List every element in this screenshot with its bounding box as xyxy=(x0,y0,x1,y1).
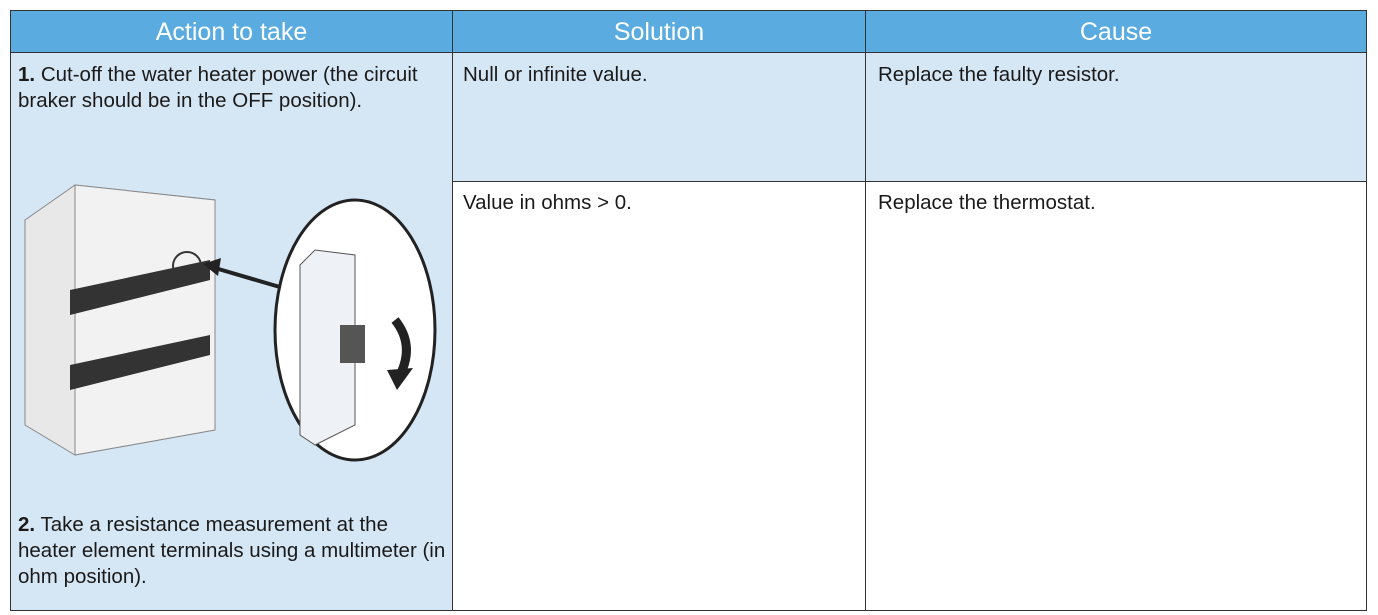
step-text: Take a resistance measurement at the hea… xyxy=(18,513,446,588)
header-cell: Solution xyxy=(452,10,866,53)
arrow-head xyxy=(203,258,221,276)
header-cell: Action to take xyxy=(10,10,453,53)
step-number: 1. xyxy=(18,63,36,86)
highlight xyxy=(172,251,202,281)
solution-cell xyxy=(452,181,866,611)
switch-body xyxy=(299,249,356,446)
panel-front xyxy=(74,184,216,456)
breaker-row xyxy=(70,335,210,390)
solution-text: Null or infinite value. xyxy=(463,63,648,86)
header-cell: Cause xyxy=(865,10,1367,53)
step-text: Cut-off the water heater power (the circ… xyxy=(18,63,418,112)
switch-lever xyxy=(340,325,365,363)
solution-text: Value in ohms > 0. xyxy=(463,191,632,214)
arrow xyxy=(214,266,291,292)
breaker-illustration xyxy=(24,184,437,462)
step: 2. Take a resistance measurement at the … xyxy=(18,512,450,590)
cause-text: Replace the faulty resistor. xyxy=(878,63,1120,86)
step-number: 2. xyxy=(18,513,36,536)
step: 1. Cut-off the water heater power (the c… xyxy=(18,62,428,114)
cause-text: Replace the thermostat. xyxy=(878,191,1096,214)
cause-cell xyxy=(865,181,1367,611)
turn-arrow-head xyxy=(387,368,413,390)
solution-cell xyxy=(452,52,866,182)
